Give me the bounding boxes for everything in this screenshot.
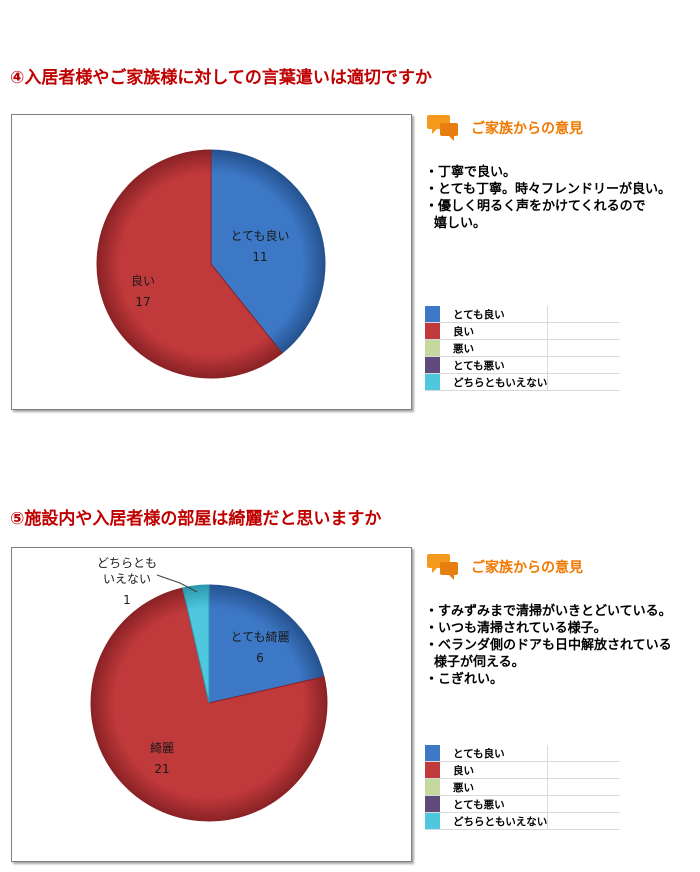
feedback-item: ・すみずみまで清掃がいきとどいている。 — [425, 604, 672, 619]
legend-row: とても良い — [425, 745, 621, 762]
feedback-header-1: ご家族からの意見 — [427, 113, 583, 143]
legend-row: 悪い — [425, 778, 621, 796]
slice-label: どちらともいえない 1 — [97, 556, 157, 607]
legend-label: どちらともいえない — [440, 373, 549, 391]
legend-label: 良い — [440, 322, 549, 340]
feedback-item: 様子が伺える。 — [425, 655, 525, 670]
legend-row: どちらともいえない — [425, 812, 621, 830]
feedback-list-2: ・すみずみまで清掃がいきとどいている。 ・いつも清掃されている様子。・ベランダ側の… — [425, 603, 672, 688]
speech-bubbles-icon — [427, 554, 458, 580]
pie-slice — [182, 584, 210, 704]
legend-swatch — [425, 745, 440, 761]
feedback-list-1: ・丁寧で良い。・とても丁寧。時々フレンドリーが良い。 ・優しく明るく声をかけてくれ… — [425, 164, 671, 232]
slice-label: とても綺麗 6 — [230, 629, 289, 665]
legend-swatch — [425, 340, 440, 356]
feedback-item: 嬉しい。 — [425, 216, 487, 231]
pie-slice — [208, 584, 325, 704]
legend-swatch — [425, 813, 440, 829]
legend-row: どちらともいえない — [425, 373, 621, 391]
feedback-header-2: ご家族からの意見 — [427, 552, 583, 582]
label-leader-line — [156, 574, 198, 593]
legend-swatch — [425, 374, 440, 390]
legend-label: とても悪い — [440, 356, 549, 374]
feedback-item: ・ベランダ側のドアも日中解放されている — [425, 638, 672, 653]
speech-bubbles-icon — [427, 115, 458, 141]
legend-table-1: とても良い 良い 悪い とても悪い どちらともいえない — [425, 306, 621, 391]
legend-label: どちらともいえない — [440, 812, 549, 830]
legend-row: 良い — [425, 322, 621, 340]
legend-swatch — [425, 779, 440, 795]
legend-label: 良い — [440, 761, 549, 779]
legend-label: とても良い — [440, 306, 549, 323]
legend-label: 悪い — [440, 778, 549, 796]
slice-label: 綺麗 21 — [150, 740, 174, 776]
legend-swatch — [425, 762, 440, 778]
feedback-header-label: ご家族からの意見 — [471, 560, 583, 576]
question-title-2: ⑤施設内や入居者様の部屋は綺麗だと思いますか — [10, 509, 382, 529]
feedback-item: ・丁寧で良い。 — [425, 165, 517, 180]
feedback-item: ・とても丁寧。時々フレンドリーが良い。 — [425, 182, 671, 197]
feedback-item: ・いつも清掃されている様子。 — [425, 621, 607, 636]
legend-row: 悪い — [425, 339, 621, 357]
feedback-item: ・優しく明るく声をかけてくれるので — [425, 199, 646, 214]
legend-swatch — [425, 796, 440, 812]
feedback-item: ・こぎれい。 — [425, 672, 504, 687]
slice-label: 良い 17 — [131, 273, 155, 309]
legend-label: 悪い — [440, 339, 549, 357]
slice-label: とても良い 11 — [230, 228, 289, 264]
legend-row: とても悪い — [425, 356, 621, 374]
legend-label: とても良い — [440, 745, 549, 762]
legend-swatch — [425, 323, 440, 339]
pie-slice — [210, 149, 326, 354]
feedback-header-label: ご家族からの意見 — [471, 121, 583, 137]
legend-label: とても悪い — [440, 795, 549, 813]
legend-row: とても良い — [425, 306, 621, 323]
pie-chart-2: とても綺麗 6 綺麗 21 どちらともいえない 1 — [11, 547, 412, 862]
pie-chart-1: とても良い 11 良い 17 — [11, 114, 412, 410]
legend-row: とても悪い — [425, 795, 621, 813]
legend-row: 良い — [425, 761, 621, 779]
pie-slice — [90, 587, 328, 822]
pie-slice — [96, 149, 283, 379]
legend-swatch — [425, 306, 440, 322]
question-title-1: ④入居者様やご家族様に対しての言葉遣いは適切ですか — [10, 68, 432, 88]
legend-swatch — [425, 357, 440, 373]
legend-table-2: とても良い 良い 悪い とても悪い どちらともいえない — [425, 745, 621, 830]
